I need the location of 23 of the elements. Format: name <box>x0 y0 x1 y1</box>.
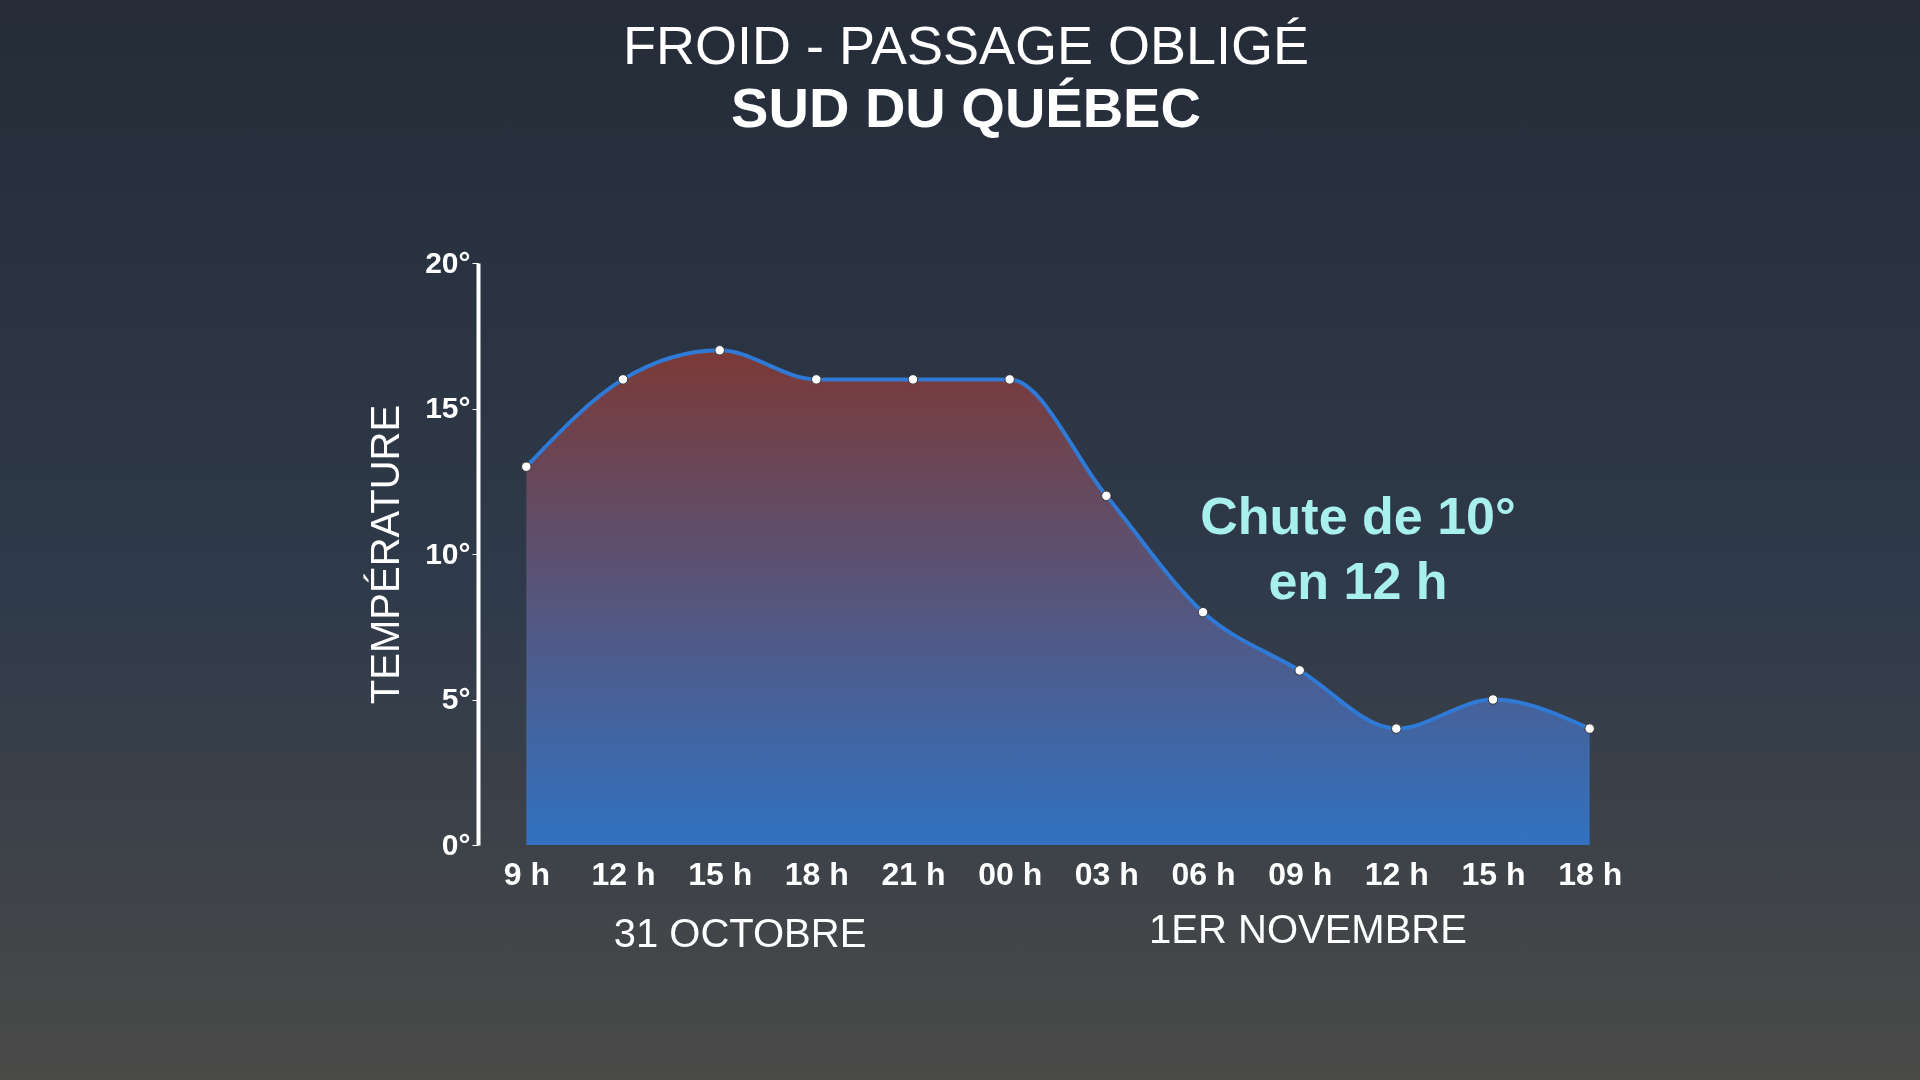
text: 1ER NOVEMBRE <box>1149 907 1467 951</box>
y-tick-label: 0° <box>441 827 471 861</box>
x-tick-label: 12 h <box>1364 855 1429 892</box>
annotation: Chute de 10° en 12 h <box>1200 487 1516 610</box>
y-tick-label: 5° <box>441 682 471 715</box>
x-tick-label: 00 h <box>978 855 1043 892</box>
chart-subtitle: SUD DU QUÉBEC <box>731 76 1201 139</box>
text: 31 OCTOBRE <box>613 911 867 955</box>
chart-title: FROID - PASSAGE OBLIGÉ <box>622 15 1310 75</box>
y-tick-label: 20° <box>425 245 471 279</box>
x-tick-label: 15 h <box>1461 855 1526 892</box>
x-tick-label: 21 h <box>881 855 946 892</box>
y-tick-label: 15° <box>425 391 471 424</box>
x-tick-label: 06 h <box>1171 855 1236 892</box>
y-tick-label: 10° <box>425 536 471 570</box>
x-tick-label: 9 h <box>503 855 550 892</box>
x-tick-label: 12 h <box>591 855 656 892</box>
y-axis-title: TEMPÉRATURE <box>363 404 408 705</box>
x-tick-label: 09 h <box>1268 855 1333 892</box>
x-tick-label: 18 h <box>1558 855 1623 892</box>
x-tick-label: 03 h <box>1074 855 1139 892</box>
x-tick-label: 18 h <box>784 855 849 892</box>
x-tick-label: 15 h <box>688 855 753 892</box>
